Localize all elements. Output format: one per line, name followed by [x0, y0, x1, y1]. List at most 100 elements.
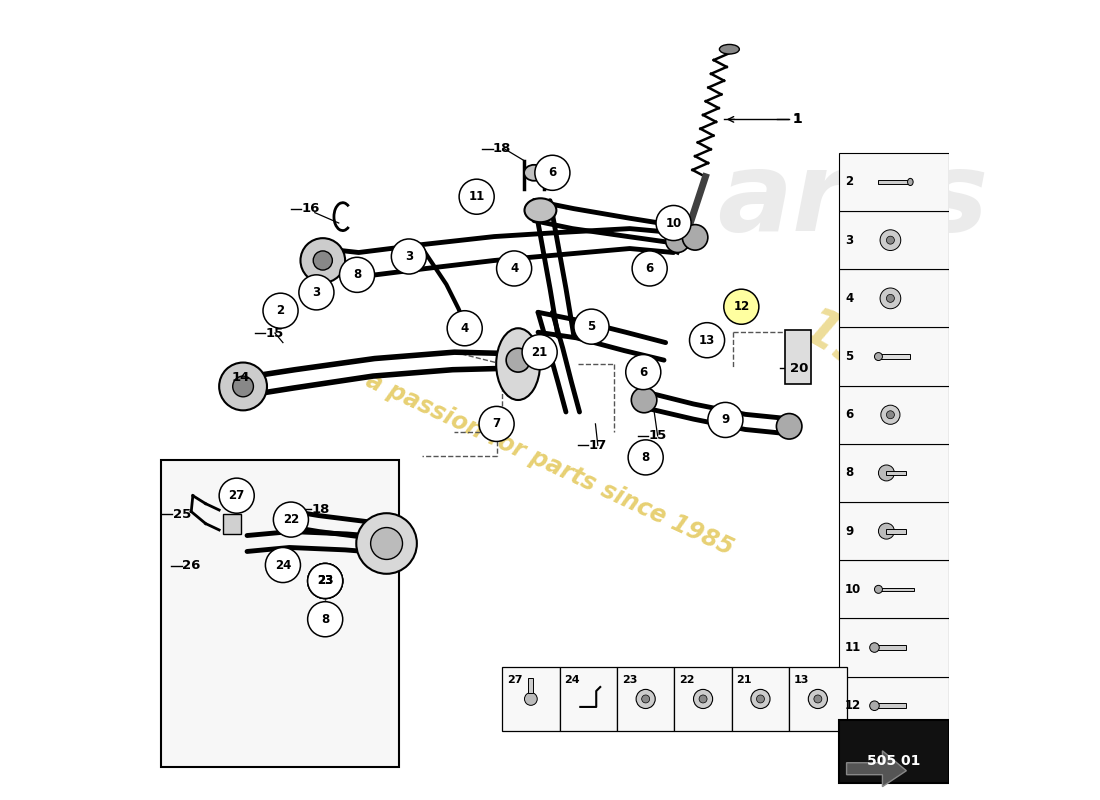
Text: 2: 2 — [276, 304, 285, 318]
Text: 16: 16 — [301, 202, 320, 215]
Circle shape — [300, 238, 345, 283]
Circle shape — [874, 586, 882, 594]
Bar — [838, 444, 948, 502]
Bar — [789, 667, 847, 731]
Bar — [838, 153, 948, 211]
Bar — [879, 588, 914, 591]
Circle shape — [666, 229, 690, 253]
Text: 14: 14 — [231, 371, 250, 384]
Circle shape — [478, 406, 514, 442]
Text: 27: 27 — [507, 675, 522, 685]
Bar — [887, 529, 906, 534]
Circle shape — [308, 563, 343, 598]
Bar — [838, 618, 948, 677]
Circle shape — [879, 465, 894, 481]
Text: 505 01: 505 01 — [867, 754, 921, 768]
Circle shape — [392, 239, 427, 274]
Bar — [223, 514, 241, 534]
Text: 23: 23 — [317, 574, 333, 587]
Text: 5: 5 — [845, 350, 854, 363]
Circle shape — [870, 642, 879, 652]
Text: 1985: 1985 — [792, 301, 946, 419]
Text: 18: 18 — [311, 502, 330, 516]
Text: 4: 4 — [845, 292, 854, 305]
Bar — [732, 667, 789, 731]
Bar — [874, 703, 906, 708]
Text: 12: 12 — [845, 699, 861, 712]
Circle shape — [708, 402, 742, 438]
Bar — [879, 179, 911, 184]
Bar — [838, 677, 948, 735]
Text: 13: 13 — [794, 675, 810, 685]
Text: 21: 21 — [531, 346, 548, 358]
Circle shape — [693, 690, 713, 709]
Text: 23: 23 — [317, 574, 333, 587]
Text: 3: 3 — [312, 286, 320, 299]
Circle shape — [751, 690, 770, 709]
Circle shape — [525, 693, 537, 706]
Bar — [838, 721, 948, 782]
Bar — [560, 667, 617, 731]
Circle shape — [881, 405, 900, 424]
Circle shape — [263, 293, 298, 328]
Circle shape — [340, 258, 375, 292]
Circle shape — [631, 387, 657, 413]
Bar — [838, 211, 948, 270]
Text: 6: 6 — [639, 366, 648, 378]
Circle shape — [724, 289, 759, 324]
Bar — [528, 678, 534, 693]
Bar — [838, 386, 948, 444]
Bar — [503, 667, 560, 731]
Text: 3: 3 — [845, 234, 854, 246]
Bar — [838, 327, 948, 386]
Text: 4: 4 — [510, 262, 518, 275]
Text: 9: 9 — [845, 525, 854, 538]
Circle shape — [574, 309, 609, 344]
Circle shape — [887, 236, 894, 244]
Circle shape — [299, 275, 334, 310]
Text: 3: 3 — [405, 250, 412, 263]
Bar — [838, 270, 948, 327]
Text: 12: 12 — [734, 300, 749, 314]
Bar — [874, 645, 906, 650]
Circle shape — [887, 410, 894, 418]
Circle shape — [880, 230, 901, 250]
Text: 15: 15 — [266, 326, 284, 339]
Text: 20: 20 — [790, 362, 808, 374]
Ellipse shape — [524, 165, 544, 181]
Circle shape — [880, 288, 901, 309]
Text: 13: 13 — [698, 334, 715, 346]
Circle shape — [632, 251, 668, 286]
Text: 27: 27 — [229, 489, 245, 502]
Circle shape — [636, 690, 656, 709]
Text: 6: 6 — [845, 408, 854, 422]
Circle shape — [682, 225, 708, 250]
Circle shape — [628, 440, 663, 475]
Bar — [838, 560, 948, 618]
Text: 9: 9 — [722, 414, 729, 426]
Circle shape — [814, 695, 822, 703]
Ellipse shape — [496, 328, 540, 400]
Text: 1: 1 — [793, 113, 802, 126]
Ellipse shape — [719, 45, 739, 54]
Text: 5: 5 — [587, 320, 595, 333]
Polygon shape — [847, 750, 906, 786]
Circle shape — [219, 478, 254, 514]
Circle shape — [308, 602, 343, 637]
Bar — [887, 470, 906, 475]
Circle shape — [522, 334, 558, 370]
Circle shape — [265, 547, 300, 582]
Circle shape — [371, 527, 403, 559]
Text: 18: 18 — [493, 142, 512, 155]
Text: 4: 4 — [461, 322, 469, 334]
Circle shape — [690, 322, 725, 358]
Bar — [617, 667, 674, 731]
Bar — [161, 460, 398, 766]
Bar — [674, 667, 732, 731]
Text: 11: 11 — [469, 190, 485, 203]
Ellipse shape — [880, 237, 901, 243]
Text: 2: 2 — [845, 175, 854, 189]
Text: 15: 15 — [649, 430, 667, 442]
Text: ares: ares — [717, 147, 989, 254]
Circle shape — [506, 348, 530, 372]
